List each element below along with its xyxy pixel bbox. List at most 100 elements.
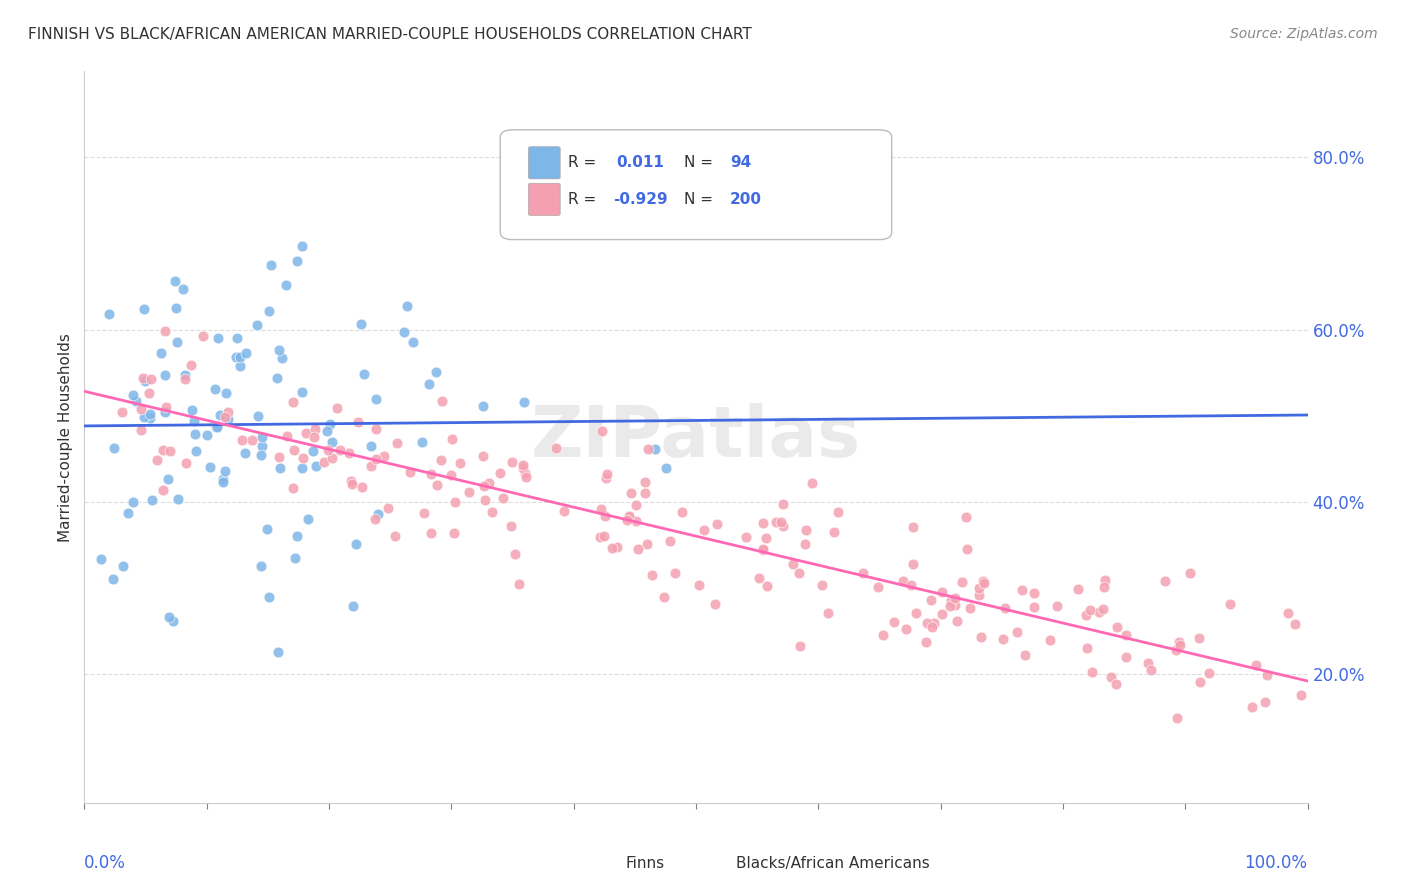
Point (250, 438, 273, 452)
Point (1164, 643, 1187, 657)
Point (139, 410, 162, 425)
Text: 94: 94 (730, 155, 751, 170)
Point (321, 434, 343, 449)
Point (283, 442, 305, 457)
Point (385, 435, 408, 450)
Point (866, 580, 889, 594)
Point (200, 460, 222, 475)
Point (922, 616, 945, 631)
Point (121, 494, 143, 508)
Point (755, 531, 778, 545)
Point (176, 457, 198, 471)
Point (931, 607, 953, 622)
Point (440, 432, 463, 446)
Point (425, 365, 447, 379)
Point (634, 475, 657, 489)
Point (240, 433, 263, 447)
FancyBboxPatch shape (501, 130, 891, 240)
Point (260, 258, 283, 272)
Point (425, 477, 447, 491)
Point (413, 506, 436, 520)
Point (360, 458, 382, 473)
Point (250, 430, 273, 444)
Point (512, 461, 534, 475)
Point (101, 572, 124, 586)
Point (364, 511, 387, 525)
Point (266, 370, 288, 384)
Point (644, 442, 666, 456)
Point (636, 537, 658, 551)
Point (326, 401, 349, 415)
Point (1240, 700, 1263, 714)
Point (156, 471, 179, 485)
Point (352, 480, 374, 494)
Point (794, 537, 817, 551)
Point (970, 630, 993, 644)
Point (225, 350, 247, 364)
Point (444, 495, 467, 509)
Point (212, 472, 235, 486)
Point (208, 409, 231, 423)
Point (512, 458, 534, 472)
Point (593, 509, 616, 524)
Point (931, 585, 953, 599)
Point (150, 345, 173, 359)
Point (134, 374, 156, 388)
Point (344, 537, 367, 551)
Point (111, 559, 134, 574)
Point (443, 525, 465, 540)
Point (246, 409, 269, 423)
Point (229, 351, 252, 365)
Point (943, 591, 966, 605)
Point (297, 512, 319, 526)
Point (312, 455, 335, 469)
Point (1166, 711, 1188, 725)
Point (97, 307, 120, 321)
Point (817, 606, 839, 620)
Point (319, 417, 342, 431)
Point (1076, 607, 1098, 622)
Point (499, 519, 522, 533)
Point (592, 529, 614, 543)
Point (155, 400, 177, 414)
Point (270, 351, 292, 365)
Point (214, 464, 236, 478)
Text: Blacks/African Americans: Blacks/African Americans (737, 856, 931, 871)
Point (481, 505, 503, 519)
Point (184, 443, 207, 458)
Point (302, 444, 325, 458)
Point (967, 588, 990, 602)
Point (513, 466, 536, 480)
Point (901, 558, 924, 572)
Point (364, 451, 387, 466)
Point (129, 402, 152, 417)
Point (146, 453, 169, 467)
Point (827, 505, 849, 519)
Point (165, 301, 187, 315)
Point (956, 542, 979, 557)
Point (294, 425, 316, 440)
Point (132, 371, 155, 385)
Point (316, 425, 339, 439)
Point (1091, 602, 1114, 616)
Point (420, 526, 443, 541)
Point (153, 405, 176, 419)
Point (291, 238, 314, 252)
Point (291, 461, 314, 475)
Point (471, 450, 494, 464)
Text: FINNISH VS BLACK/AFRICAN AMERICAN MARRIED-COUPLE HOUSEHOLDS CORRELATION CHART: FINNISH VS BLACK/AFRICAN AMERICAN MARRIE… (28, 27, 752, 42)
Point (364, 422, 387, 436)
Point (138, 386, 160, 401)
Point (654, 461, 676, 475)
Point (153, 368, 176, 382)
FancyBboxPatch shape (700, 854, 731, 875)
Point (589, 531, 612, 545)
Point (377, 500, 399, 515)
Point (399, 465, 422, 479)
Point (1277, 606, 1299, 620)
Point (121, 388, 143, 402)
Point (360, 439, 382, 453)
Point (915, 615, 938, 630)
Point (595, 467, 617, 481)
Point (152, 443, 174, 458)
